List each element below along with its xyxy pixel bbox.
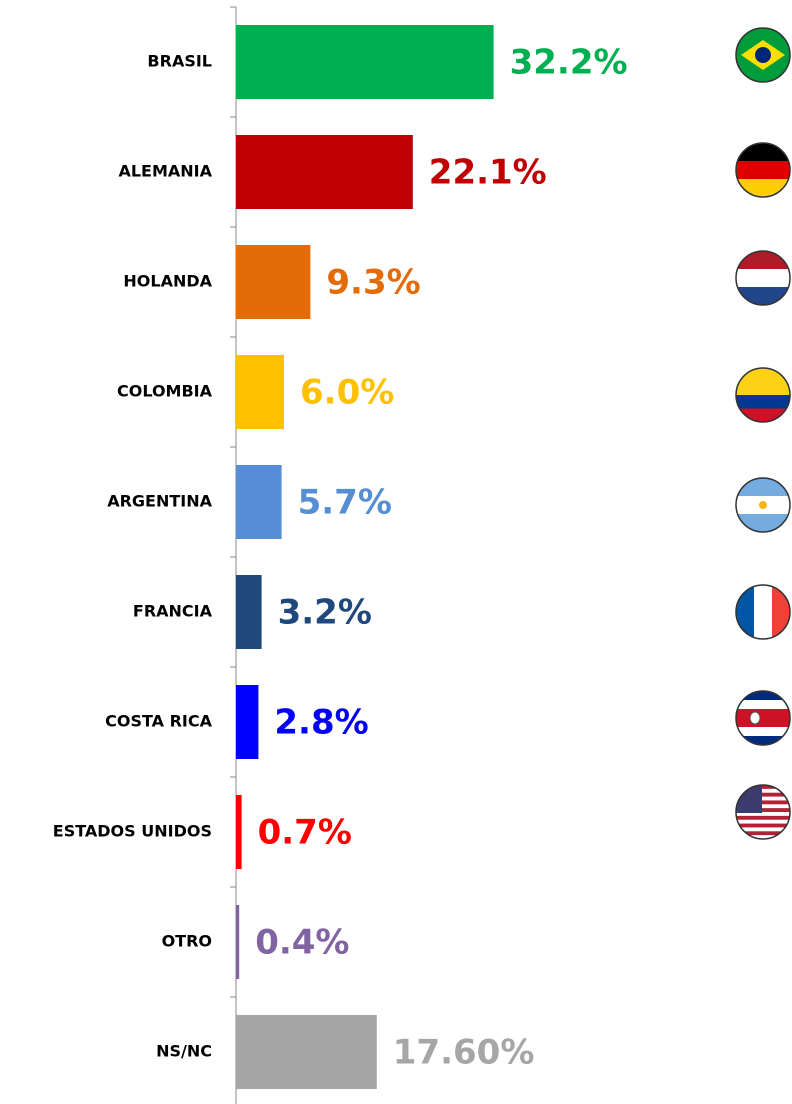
flag-icon bbox=[735, 584, 791, 640]
value-label: 17.60% bbox=[393, 1033, 535, 1073]
value-label: 5.7% bbox=[298, 483, 392, 523]
flag-stripe bbox=[736, 251, 790, 269]
value-label: 22.1% bbox=[429, 153, 547, 193]
value-label: 2.8% bbox=[274, 703, 368, 743]
value-label: 6.0% bbox=[300, 373, 394, 413]
flag-icon bbox=[735, 142, 791, 198]
flag-shape bbox=[749, 711, 761, 725]
flag-stripe bbox=[736, 691, 790, 700]
bar bbox=[236, 795, 242, 869]
flag-border bbox=[735, 250, 791, 306]
flag-body bbox=[736, 28, 790, 82]
flag-stripe bbox=[736, 368, 790, 395]
flag-body bbox=[736, 585, 790, 639]
value-label: 0.7% bbox=[258, 813, 352, 853]
flag-stripe bbox=[736, 709, 790, 727]
bar bbox=[236, 25, 494, 99]
flag-stripe bbox=[736, 800, 790, 805]
flag-border bbox=[735, 142, 791, 198]
category-label: HOLANDA bbox=[123, 272, 212, 291]
category-label: BRASIL bbox=[147, 52, 212, 71]
flag-icon bbox=[735, 250, 791, 306]
flag-border bbox=[735, 584, 791, 640]
flag-stripe bbox=[736, 478, 790, 496]
flag-stripe bbox=[736, 514, 790, 532]
flag-stripe bbox=[736, 831, 790, 836]
flag-icon bbox=[735, 367, 791, 423]
flag-body bbox=[736, 251, 790, 305]
bar bbox=[236, 465, 282, 539]
bar bbox=[236, 575, 262, 649]
flag-icon bbox=[735, 784, 791, 840]
flag-stripe bbox=[736, 179, 790, 197]
flag-body bbox=[736, 691, 790, 745]
flag-stripe bbox=[736, 736, 790, 745]
flag-stripe bbox=[736, 700, 790, 709]
value-label: 0.4% bbox=[255, 923, 349, 963]
bar bbox=[236, 685, 259, 759]
flag-border bbox=[735, 784, 791, 840]
bar bbox=[236, 1015, 377, 1089]
category-label: FRANCIA bbox=[133, 602, 213, 621]
flag-stripe bbox=[754, 585, 772, 639]
flag-border bbox=[735, 27, 791, 83]
flag-icon bbox=[735, 690, 791, 746]
flag-stripe bbox=[736, 269, 790, 287]
flag-body bbox=[736, 478, 790, 532]
category-label: COLOMBIA bbox=[117, 382, 213, 401]
bar bbox=[236, 355, 284, 429]
flag-stripe bbox=[736, 823, 790, 828]
flag-icon bbox=[735, 27, 791, 83]
flag-stripe bbox=[736, 395, 790, 409]
bar bbox=[236, 245, 311, 319]
flag-border bbox=[735, 367, 791, 423]
bar bbox=[236, 905, 240, 979]
category-label: ESTADOS UNIDOS bbox=[53, 822, 212, 841]
flag-stripe bbox=[736, 792, 790, 797]
flag-border bbox=[735, 477, 791, 533]
flag-border bbox=[735, 690, 791, 746]
category-label: COSTA RICA bbox=[105, 712, 213, 731]
flag-icon bbox=[735, 477, 791, 533]
flag-shape bbox=[759, 501, 767, 509]
flag-shape bbox=[755, 47, 771, 63]
bar bbox=[236, 135, 413, 209]
flag-body bbox=[736, 143, 790, 197]
value-label: 32.2% bbox=[510, 43, 628, 83]
value-label: 9.3% bbox=[326, 263, 420, 303]
category-label: ALEMANIA bbox=[118, 162, 212, 181]
flag-stripe bbox=[736, 585, 754, 639]
flag-stripe bbox=[736, 785, 790, 789]
flag-stripe bbox=[736, 161, 790, 179]
flag-stripe bbox=[736, 808, 790, 812]
category-label: ARGENTINA bbox=[107, 492, 212, 511]
flag-stripe bbox=[736, 815, 790, 820]
flag-stripe bbox=[772, 585, 790, 639]
flag-stripe bbox=[736, 727, 790, 736]
flag-stripe bbox=[736, 143, 790, 161]
category-label: NS/NC bbox=[156, 1042, 212, 1061]
category-label: OTRO bbox=[162, 932, 212, 951]
value-label: 3.2% bbox=[278, 593, 372, 633]
flag-stripe bbox=[736, 287, 790, 305]
